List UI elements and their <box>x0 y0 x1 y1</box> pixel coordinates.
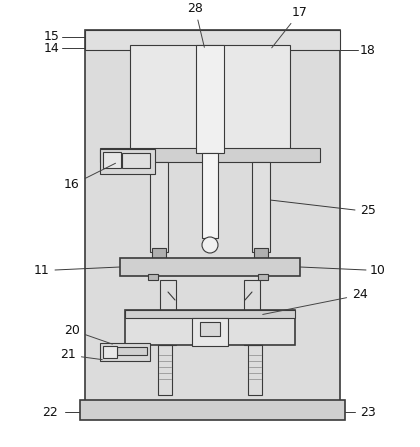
Bar <box>120 258 300 276</box>
Text: 16: 16 <box>64 163 116 191</box>
Bar <box>103 152 121 168</box>
Bar <box>125 310 295 345</box>
Bar <box>100 343 150 361</box>
Bar <box>258 274 268 280</box>
Bar <box>202 153 218 238</box>
Bar <box>85 30 340 415</box>
Text: 15: 15 <box>44 30 60 43</box>
Bar <box>252 162 270 252</box>
Bar <box>80 400 345 420</box>
Bar <box>125 310 295 318</box>
Bar <box>152 248 166 258</box>
Bar <box>196 45 224 153</box>
Text: 18: 18 <box>360 43 376 56</box>
Text: 10: 10 <box>370 263 386 277</box>
Text: 20: 20 <box>64 324 113 344</box>
Text: 23: 23 <box>360 405 376 418</box>
Bar <box>85 30 340 50</box>
Text: 28: 28 <box>187 1 205 47</box>
Bar <box>248 345 262 395</box>
Text: 22: 22 <box>42 405 58 418</box>
Bar <box>117 347 147 355</box>
Bar <box>122 153 150 168</box>
Bar <box>254 248 268 258</box>
Text: 11: 11 <box>34 263 50 277</box>
Bar <box>150 162 168 252</box>
Text: 25: 25 <box>360 203 376 216</box>
Bar <box>100 148 320 162</box>
Bar <box>160 280 176 345</box>
Bar <box>148 274 158 280</box>
Bar <box>103 346 117 358</box>
Bar <box>192 318 228 346</box>
Text: 17: 17 <box>272 5 308 48</box>
Bar <box>200 322 220 336</box>
Text: 21: 21 <box>60 349 102 362</box>
Bar <box>158 345 172 395</box>
Text: 14: 14 <box>44 42 60 55</box>
Circle shape <box>202 237 218 253</box>
Bar <box>100 149 155 174</box>
Text: 24: 24 <box>263 288 368 314</box>
Bar <box>244 280 260 345</box>
Bar <box>85 30 340 415</box>
Bar <box>130 45 290 150</box>
